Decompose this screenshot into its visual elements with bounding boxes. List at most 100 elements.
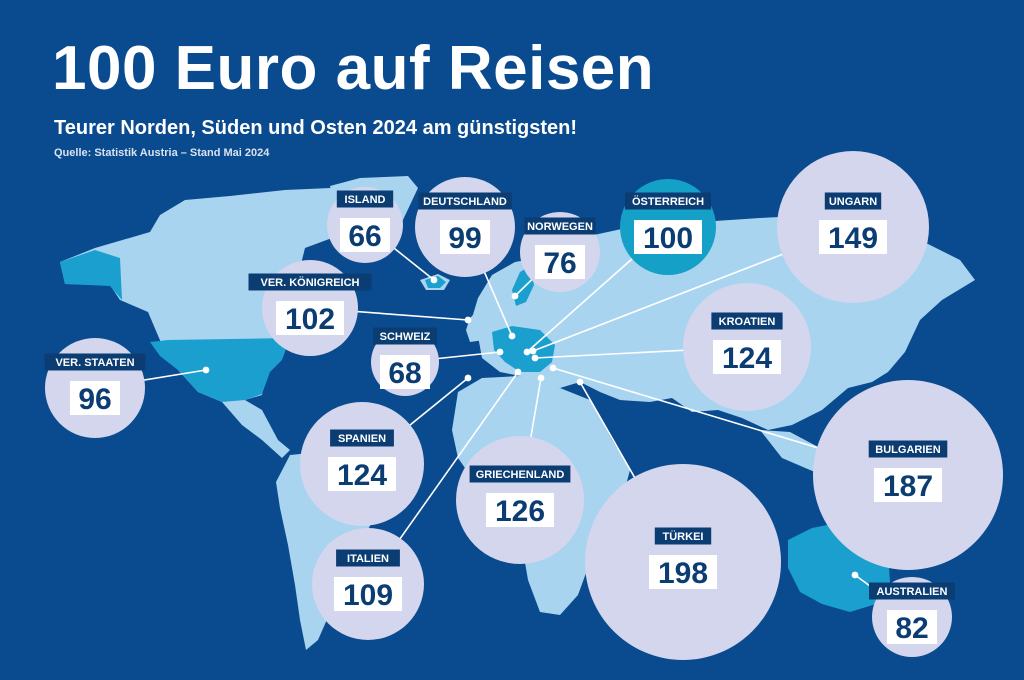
value-box-ungarn (819, 220, 887, 254)
location-dot-ungarn (529, 347, 537, 355)
land-alaska-highlight (60, 250, 122, 300)
country-value-italien: 109 (343, 579, 393, 612)
country-name-tuerkei: TÜRKEI (663, 530, 704, 543)
country-value-ungarn: 149 (828, 222, 878, 255)
value-box-italien (334, 577, 402, 611)
country-name-vereinigte-staaten: VER. STAATEN (55, 357, 134, 369)
country-value-bulgarien: 187 (883, 470, 933, 503)
country-label-box-australien (869, 582, 955, 600)
location-dot-norwegen (511, 292, 519, 300)
value-box-bulgarien (874, 468, 942, 502)
country-value-schweiz: 68 (388, 357, 421, 390)
location-dot-vereinigtes-koenigreich (464, 316, 472, 324)
country-label-box-ungarn (824, 192, 882, 210)
country-label-box-kroatien (711, 312, 783, 330)
country-value-spanien: 124 (337, 459, 387, 492)
location-dot-australien (851, 571, 859, 579)
value-box-spanien (328, 457, 396, 491)
location-dot-italien (514, 368, 522, 376)
bubble-spanien: SPANIEN 124 (300, 402, 424, 526)
country-value-tuerkei: 198 (658, 557, 708, 590)
bubble-oesterreich: ÖSTERREICH 100 (620, 179, 716, 275)
value-box-griechenland (486, 493, 554, 527)
location-dot-spanien (464, 374, 472, 382)
location-dot-vereinigte-staaten (202, 366, 210, 374)
location-dot-schweiz (496, 348, 504, 356)
bubble-island: ISLAND 66 (327, 187, 403, 263)
land-north-america (60, 188, 360, 402)
bubble-vereinigtes-koenigreich: VER. KÖNIGREICH 102 (248, 260, 372, 356)
country-value-vereinigtes-koenigreich: 102 (285, 303, 335, 336)
value-box-australien (887, 610, 937, 644)
country-label-box-schweiz (373, 327, 437, 345)
country-label-box-vereinigte-staaten (44, 353, 146, 371)
land-central-europe-highlight (492, 326, 555, 372)
country-value-norwegen: 76 (543, 247, 576, 280)
bubble-tuerkei: TÜRKEI 198 (585, 464, 781, 660)
bubble-layer: ISLAND 66 DEUTSCHLAND 99 NORWEGEN 76 ÖSTERREIC… (44, 151, 1003, 660)
country-value-vereinigte-staaten: 96 (78, 383, 111, 416)
bubble-schweiz: SCHWEIZ 68 (371, 327, 439, 396)
country-name-italien: ITALIEN (347, 553, 389, 565)
country-label-box-island (336, 190, 394, 208)
value-box-tuerkei (649, 555, 717, 589)
country-label-box-spanien (330, 429, 394, 447)
bubble-vereinigte-staaten: VER. STAATEN 96 (44, 338, 146, 438)
value-box-norwegen (535, 245, 585, 279)
location-dot-griechenland (537, 374, 545, 382)
page-title: 100 Euro auf Reisen (52, 34, 655, 103)
value-box-deutschland (440, 220, 490, 254)
country-label-box-norwegen (524, 217, 596, 235)
bubble-bulgarien: BULGARIEN 187 (813, 380, 1003, 570)
location-dot-tuerkei (576, 378, 584, 386)
value-box-kroatien (713, 340, 781, 374)
source-note: Quelle: Statistik Austria – Stand Mai 20… (54, 147, 270, 159)
value-box-oesterreich (634, 220, 702, 254)
country-name-vereinigtes-koenigreich: VER. KÖNIGREICH (260, 276, 359, 289)
bubble-deutschland: DEUTSCHLAND 99 (415, 177, 515, 277)
bubble-griechenland: GRIECHENLAND 126 (456, 436, 584, 564)
location-dot-bulgarien (549, 364, 557, 372)
country-name-island: ISLAND (345, 194, 386, 206)
location-dot-island (430, 276, 438, 284)
value-box-vereinigte-staaten (70, 381, 120, 415)
land-usa-highlight (150, 338, 290, 402)
country-name-bulgarien: BULGARIEN (875, 444, 940, 456)
bubble-kroatien: KROATIEN 124 (683, 283, 811, 411)
location-dot-deutschland (508, 332, 516, 340)
country-label-box-bulgarien (868, 440, 948, 458)
bubble-norwegen: NORWEGEN 76 (520, 212, 600, 292)
value-box-schweiz (380, 355, 430, 389)
country-name-schweiz: SCHWEIZ (380, 331, 431, 343)
country-label-box-deutschland (418, 192, 512, 210)
value-box-vereinigtes-koenigreich (276, 301, 344, 335)
country-value-kroatien: 124 (722, 342, 772, 375)
country-value-oesterreich: 100 (643, 222, 693, 255)
country-name-spanien: SPANIEN (338, 433, 386, 445)
country-name-norwegen: NORWEGEN (527, 221, 593, 233)
country-value-island: 66 (348, 220, 381, 253)
land-central-america (222, 400, 290, 458)
location-dot-oesterreich (523, 348, 531, 356)
location-dot-kroatien (531, 354, 539, 362)
country-name-oesterreich: ÖSTERREICH (632, 195, 704, 208)
country-value-griechenland: 126 (495, 495, 545, 528)
country-label-box-tuerkei (654, 527, 712, 545)
country-name-griechenland: GRIECHENLAND (476, 469, 565, 481)
page-subtitle: Teurer Norden, Süden und Osten 2024 am g… (54, 117, 578, 139)
bubble-ungarn: UNGARN 149 (777, 151, 929, 303)
country-name-ungarn: UNGARN (829, 196, 877, 208)
country-value-deutschland: 99 (448, 222, 481, 255)
country-name-deutschland: DEUTSCHLAND (423, 196, 507, 208)
country-label-box-vereinigtes-koenigreich (248, 273, 372, 291)
land-uk (466, 310, 486, 342)
bubble-australien: AUSTRALIEN 82 (869, 577, 955, 657)
value-box-island (340, 218, 390, 252)
country-label-box-italien (336, 549, 400, 567)
country-value-australien: 82 (895, 612, 928, 645)
country-name-kroatien: KROATIEN (719, 316, 776, 328)
country-label-box-oesterreich (625, 192, 711, 210)
country-name-australien: AUSTRALIEN (877, 586, 948, 598)
